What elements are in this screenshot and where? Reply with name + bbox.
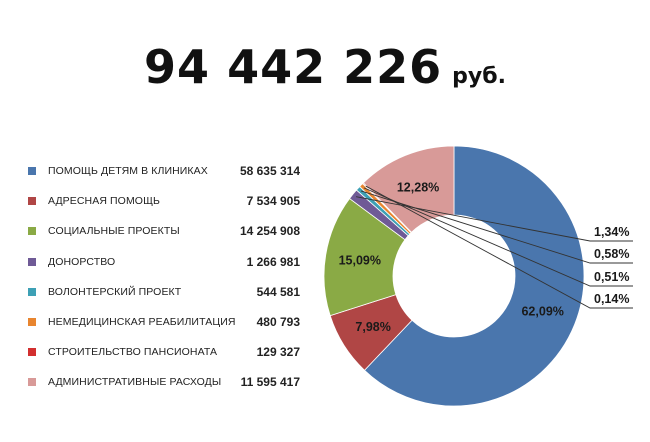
legend-value: 480 793 [256, 315, 300, 329]
legend-label: СТРОИТЕЛЬСТВО ПАНСИОНАТА [48, 346, 218, 359]
legend-item: НЕМЕДИЦИНСКАЯ РЕАБИЛИТАЦИЯ 480 793 [28, 312, 308, 332]
legend-label: НЕМЕДИЦИНСКАЯ РЕАБИЛИТАЦИЯ [48, 316, 236, 328]
legend-swatch [28, 318, 36, 326]
leader-line [355, 196, 633, 242]
legend-label: ДОНОРСТВО [48, 255, 116, 268]
legend-item: ДОНОРСТВО 1 266 981 [28, 252, 308, 272]
total-currency: руб. [452, 64, 506, 89]
legend-label: АДРЕСНАЯ ПОМОЩЬ [48, 195, 161, 208]
leader-line [360, 190, 633, 264]
chart-legend: ПОМОЩЬ ДЕТЯМ В КЛИНИКАХ 58 635 314 АДРЕСНА… [0, 0, 320, 442]
legend-label: СОЦИАЛЬНЫЕ ПРОЕКТЫ [48, 225, 180, 238]
slice-percent-label: 15,09% [339, 253, 381, 267]
legend-item: ПОМОЩЬ ДЕТЯМ В КЛИНИКАХ 58 635 314 [28, 161, 308, 181]
leader-line [365, 185, 633, 309]
slice-percent-label: 0,58% [594, 247, 629, 261]
total-amount: 94 442 226 [144, 40, 443, 94]
slice-percent-label: 0,14% [594, 292, 629, 306]
legend-value: 11 595 417 [240, 375, 300, 390]
legend-swatch [28, 348, 36, 357]
legend-swatch [28, 287, 36, 296]
legend-item: ВОЛОНТЕРСКИЙ ПРОЕКТ 544 581 [28, 282, 308, 302]
legend-item: АДРЕСНАЯ ПОМОЩЬ 7 534 905 [28, 191, 308, 211]
legend-label: ВОЛОНТЕРСКИЙ ПРОЕКТ [48, 285, 182, 298]
slice-percent-label: 7,98% [355, 320, 390, 334]
slice-percent-label: 62,09% [521, 304, 563, 318]
legend-label: АДМИНИСТРАТИВНЫЕ РАСХОДЫ [48, 376, 222, 389]
legend-item: СТРОИТЕЛЬСТВО ПАНСИОНАТА 129 327 [28, 342, 308, 362]
slice-percent-label: 1,34% [594, 225, 629, 239]
leader-line [363, 187, 633, 287]
legend-value: 58 635 314 [239, 164, 300, 178]
legend-swatch [28, 378, 36, 387]
total-amount-header: 94 442 226 руб. [0, 40, 650, 94]
slice-percent-label: 0,51% [594, 270, 629, 284]
legend-value: 1 266 981 [246, 254, 300, 269]
donut-slice [363, 145, 585, 407]
legend-value: 129 327 [256, 345, 300, 360]
legend-value: 544 581 [256, 284, 300, 299]
legend-swatch [28, 227, 36, 236]
legend-label: ПОМОЩЬ ДЕТЯМ В КЛИНИКАХ [48, 165, 208, 177]
legend-swatch [28, 197, 36, 206]
legend-swatch [28, 257, 36, 266]
slice-percent-label: 12,28% [397, 181, 439, 195]
legend-value: 14 254 908 [239, 224, 300, 239]
legend-value: 7 534 905 [246, 194, 300, 209]
legend-item: СОЦИАЛЬНЫЕ ПРОЕКТЫ 14 254 908 [28, 221, 308, 241]
legend-swatch [28, 167, 36, 175]
legend-item: АДМИНИСТРАТИВНЫЕ РАСХОДЫ 11 595 417 [28, 372, 308, 392]
